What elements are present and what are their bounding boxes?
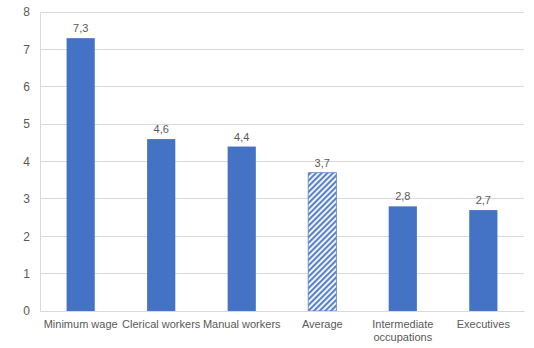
data-label: 2,7: [476, 194, 491, 206]
grid-line: [40, 273, 524, 274]
y-tick-label: 0: [23, 304, 30, 318]
y-tick-label: 1: [23, 267, 30, 281]
x-tick-label: Clerical workers: [122, 318, 201, 330]
grid-line: [40, 49, 524, 50]
y-tick: 5: [23, 117, 40, 131]
x-tick-label: Intermediateoccupations: [372, 318, 433, 343]
bar: [67, 38, 95, 311]
y-tick-label: 5: [23, 117, 30, 131]
x-tick-label: Minimum wage: [44, 318, 118, 330]
data-label: 3,7: [315, 157, 330, 169]
x-axis-line: [41, 311, 525, 312]
data-label: 4,6: [154, 123, 169, 135]
grid-line: [40, 161, 524, 162]
x-axis: Minimum wage Clerical workersManual worke…: [41, 311, 525, 343]
grid-line: [40, 86, 524, 87]
x-tick: Intermediateoccupations: [372, 311, 433, 343]
grid-line: [40, 236, 524, 237]
x-tick-label: Executives: [457, 318, 511, 330]
x-tick: Executives: [457, 311, 511, 330]
y-tick: 0: [23, 304, 40, 318]
y-tick: 1: [23, 267, 40, 281]
y-tick: 2: [23, 230, 40, 244]
x-tick: Manual workers: [203, 311, 281, 330]
data-label: 4,4: [234, 131, 249, 143]
y-tick: 3: [23, 192, 40, 206]
bar: [147, 139, 175, 311]
y-tick-label: 3: [23, 192, 30, 206]
grid-line: [40, 198, 524, 199]
data-label: 2,8: [395, 190, 410, 202]
bar: [308, 173, 336, 311]
bar: [469, 210, 497, 311]
y-axis-line: [40, 13, 41, 312]
y-tick: 6: [23, 80, 40, 94]
x-tick: Clerical workers: [122, 311, 201, 330]
y-tick-label: 7: [23, 43, 30, 57]
y-tick-label: 4: [23, 155, 30, 169]
data-label: 7,3: [73, 22, 88, 34]
x-tick: Minimum wage: [44, 311, 118, 330]
grid-line: [40, 124, 524, 125]
data-labels: 7,3 4,6 4,4 3,7 2,8 2,7: [73, 22, 491, 206]
y-tick: 8: [23, 5, 40, 19]
y-tick-label: 8: [23, 5, 30, 19]
bar: [389, 206, 417, 311]
bar: [228, 147, 256, 311]
bars: [67, 38, 498, 311]
y-axis: 0 1 2 3 4 5 6 7 8: [23, 5, 40, 318]
y-tick-label: 6: [23, 80, 30, 94]
y-tick: 4: [23, 155, 40, 169]
y-tick-label: 2: [23, 230, 30, 244]
grid-line: [40, 12, 524, 13]
x-tick: Average: [302, 311, 343, 330]
x-tick-label: Manual workers: [203, 318, 281, 330]
y-tick: 7: [23, 43, 40, 57]
plot: 0 1 2 3 4 5 6 7 8 Minimum wage Clerical workersMan…: [23, 5, 524, 343]
grid: [40, 12, 524, 311]
x-tick-label: Average: [302, 318, 343, 330]
grid-line: [40, 311, 524, 312]
chart: 0 1 2 3 4 5 6 7 8 Minimum wage Clerical workersMan…: [0, 0, 534, 348]
